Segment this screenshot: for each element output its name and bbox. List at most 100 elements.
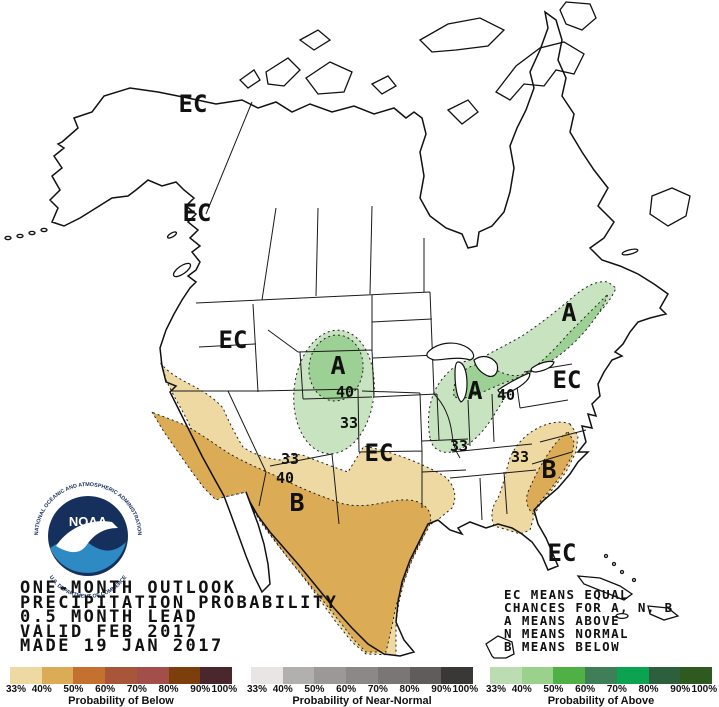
swatch [490, 667, 522, 684]
swatch [10, 667, 42, 684]
hispaniola [647, 605, 680, 621]
tick-label: 100% [452, 684, 479, 695]
swatch [616, 667, 649, 684]
arctic-island [418, 17, 506, 53]
swatch [73, 667, 106, 684]
label-a-ohio-valley: A [467, 376, 482, 405]
arctic-island [370, 75, 397, 95]
contour-40-plains: 40 [336, 383, 354, 401]
region-below-southeast-40 [526, 431, 575, 515]
cuba [576, 575, 634, 601]
colorbar-near-normal-swatches [251, 667, 474, 684]
title-block: ONE-MONTH OUTLOOK PRECIPITATION PROBABIL… [20, 578, 339, 655]
victoria-island [305, 61, 353, 95]
map-labels: EC EC EC EC EC EC A A A B B 40 33 40 33 … [179, 90, 582, 567]
tick-label: 60% [575, 684, 596, 695]
legend-line: CHANCES FOR A, N, B [504, 600, 674, 615]
lake-michigan [454, 361, 468, 403]
swatch [441, 667, 474, 684]
contour-33-southwest: 33 [281, 450, 299, 468]
swatch [282, 667, 315, 684]
swatch [105, 667, 137, 684]
swatch [553, 667, 586, 684]
tick-label: 60% [95, 684, 116, 695]
bahamas [603, 553, 609, 559]
swatch [136, 667, 169, 684]
tick-label: 80% [638, 684, 659, 695]
legend-key: EC MEANS EQUAL CHANCES FOR A, N, B A MEA… [504, 588, 674, 653]
tick-label: 50% [63, 684, 84, 695]
colorbar-below: 33% 40% 50% 60% 70% 80% 90% 100% Probabi… [6, 667, 237, 707]
contour-33-plains: 33 [340, 414, 358, 432]
lake-superior [426, 342, 475, 361]
tick-label: 50% [543, 684, 564, 695]
tick-label: 90% [190, 684, 211, 695]
swatch [680, 667, 713, 684]
swatch [41, 667, 74, 684]
label-ec-pacific-northwest: EC [219, 326, 248, 354]
label-a-northeast: A [561, 298, 576, 327]
label-ec-alaska-panhandle: EC [183, 199, 212, 227]
swatch [521, 667, 554, 684]
southampton-island [446, 99, 479, 125]
tick-label: 80% [399, 684, 420, 695]
colorbar-above: 33% 40% 50% 60% 70% 80% 90% 100% Probabi… [486, 667, 717, 707]
contour-40-southwest: 40 [276, 469, 294, 487]
swatch [377, 667, 410, 684]
region-above-ohio-northeast-33 [427, 281, 617, 453]
tick-label: 90% [670, 684, 691, 695]
banks-island [265, 57, 301, 87]
tick-label: 90% [431, 684, 452, 695]
title-line: PRECIPITATION PROBABILITY [20, 592, 339, 613]
swatch [251, 667, 283, 684]
tick-label: 33% [485, 684, 507, 695]
noaa-logo-bird [56, 521, 118, 553]
swatch [585, 667, 617, 684]
title-line: ONE-MONTH OUTLOOK [20, 578, 237, 598]
jamaica [615, 612, 629, 620]
swatch [168, 667, 201, 684]
colorbar-below-caption: Probability of Below [68, 695, 174, 707]
title-line: 0.5 MONTH LEAD [20, 607, 199, 628]
tick-label: 33% [5, 684, 27, 695]
yucatan [485, 635, 515, 659]
label-b-southwest: B [289, 488, 304, 517]
tick-label: 33% [246, 684, 268, 695]
lake-huron [473, 355, 499, 377]
swatch [409, 667, 442, 684]
tick-label: 40% [31, 684, 52, 695]
tick-label: 100% [211, 684, 238, 695]
aleutian-island [4, 235, 12, 241]
bahamas [611, 561, 617, 567]
arctic-island [298, 29, 332, 51]
colorbar-near-normal-caption: Probability of Near-Normal [292, 695, 432, 707]
swatch [314, 667, 347, 684]
label-ec-florida: EC [548, 539, 577, 567]
swatch [346, 667, 378, 684]
bahamas [619, 569, 625, 575]
legend-line: B MEANS BELOW [504, 639, 621, 654]
vancouver-island [172, 262, 192, 278]
colorbar-below-ticks: 33% 40% 50% 60% 70% 80% 90% 100% [6, 684, 237, 695]
noaa-logo-wordmark: NOAA [69, 514, 108, 529]
tick-label: 80% [158, 684, 179, 695]
newfoundland [649, 187, 691, 227]
state-borders [170, 101, 587, 525]
tick-label: 70% [367, 684, 388, 695]
aleutian-island [16, 233, 24, 239]
arctic-island [238, 69, 261, 89]
outlook-regions [150, 281, 617, 656]
legend-line: A MEANS ABOVE [504, 613, 621, 628]
tick-label: 100% [691, 684, 718, 695]
colorbar-below-swatches [10, 667, 233, 684]
tick-label: 70% [606, 684, 627, 695]
outlook-map: EC EC EC EC EC EC A A A B B 40 33 40 33 … [4, 1, 691, 659]
tick-label: 40% [511, 684, 532, 695]
title-line: VALID FEB 2017 [20, 621, 199, 642]
colorbar-above-caption: Probability of Above [547, 695, 655, 707]
baffin-island [495, 41, 585, 101]
islands [4, 1, 691, 659]
label-ec-alaska: EC [179, 90, 208, 118]
tick-label: 40% [272, 684, 293, 695]
region-below-southwest-40 [150, 410, 432, 653]
